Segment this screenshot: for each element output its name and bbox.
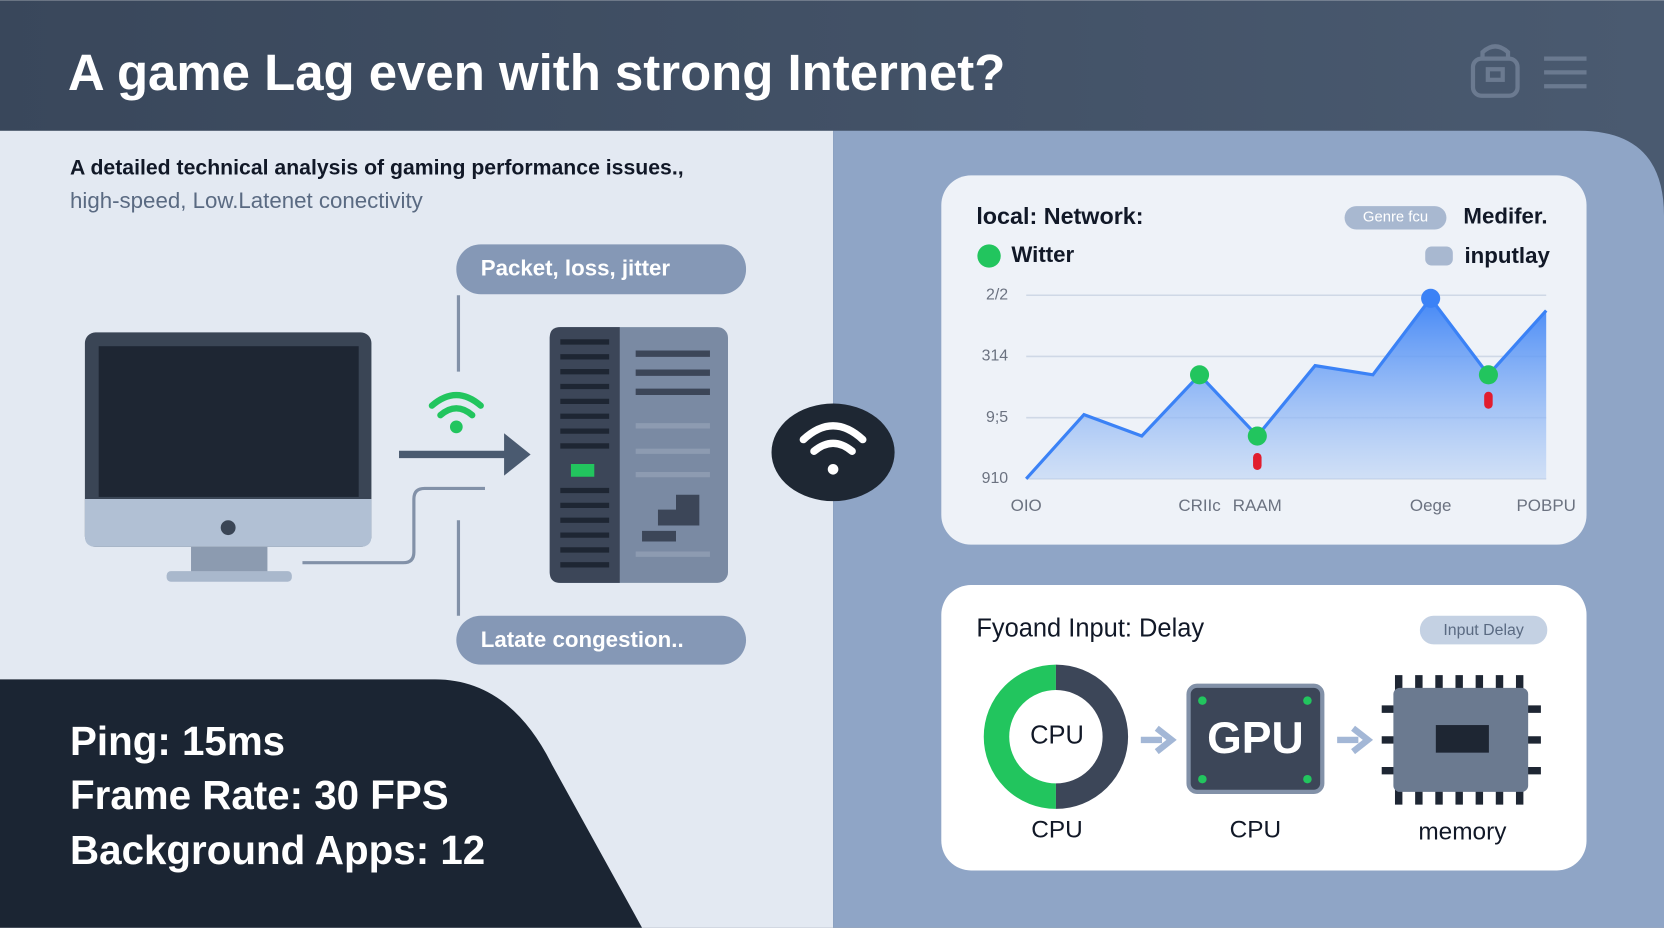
ring-label: CPU <box>1030 721 1084 749</box>
stats-panel <box>0 679 643 928</box>
intro-line: high-speed, Low.Latenet conectivity <box>70 188 424 213</box>
stat: Background Apps: 12 <box>70 827 485 873</box>
label-pill <box>456 244 747 295</box>
pill <box>1419 615 1548 645</box>
arrow <box>1140 725 1177 755</box>
point <box>1189 365 1210 385</box>
pill-text: Input Delay <box>1443 622 1524 639</box>
stat: Frame Rate: 30 FPS <box>70 772 449 818</box>
area <box>1026 298 1547 479</box>
label: Packet, loss, jitter <box>481 256 671 281</box>
chart-title: local: Network: <box>976 203 1143 229</box>
label: Medifer. <box>1463 204 1547 229</box>
label: Latate congestion.. <box>481 627 684 652</box>
legend-swatch <box>977 244 1001 268</box>
chart: 910 9;5 314 2/2 OIO CRIIc RAAM Oege POBPU <box>982 286 1576 514</box>
title: A game Lag even with strong Internet? <box>68 44 1005 101</box>
pill-text: Genre fcu <box>1363 210 1428 226</box>
wifi-icon <box>428 391 484 434</box>
arrow <box>1337 725 1374 755</box>
label-pill <box>456 615 747 665</box>
caption: CPU <box>1031 817 1083 844</box>
x-tick-label: POBPU <box>1516 496 1575 515</box>
alert-bar <box>1484 391 1493 409</box>
legend-label: Witter <box>1011 242 1074 267</box>
chip-dots <box>1198 696 1312 784</box>
monitor <box>84 332 372 582</box>
caption: memory <box>1418 819 1507 846</box>
wifi-badge <box>771 403 895 502</box>
chip-label: GPU <box>1207 714 1304 763</box>
y-tick-label: 314 <box>982 348 1009 365</box>
point <box>1247 426 1267 446</box>
wifi-dot <box>827 464 839 475</box>
line <box>1025 295 1548 480</box>
pill <box>1344 206 1447 230</box>
caption: CPU <box>1230 817 1282 844</box>
y-tick-label: 2/2 <box>986 286 1008 303</box>
memory-chip <box>1381 675 1541 805</box>
x-tick-label: CRIIc <box>1178 496 1221 515</box>
connectors <box>302 295 485 616</box>
y-tick-label: 9;5 <box>986 409 1008 426</box>
network-card <box>941 175 1587 545</box>
panel-title: Fyoand Input: Delay <box>976 614 1204 642</box>
intro-line: A detailed technical analysis of gaming … <box>70 157 684 180</box>
gpu-chip <box>1186 683 1325 795</box>
ring <box>1055 664 1129 809</box>
arrow-head <box>504 433 531 476</box>
ring <box>983 664 1057 809</box>
header-icons <box>1470 44 1587 98</box>
wifi-icon <box>799 422 867 455</box>
x-tick-label: OIO <box>1011 496 1042 515</box>
point <box>1421 288 1441 308</box>
alert-bar <box>1253 452 1262 470</box>
server <box>549 327 728 583</box>
legend-label: inputlay <box>1464 243 1550 268</box>
x-tick-label: RAAM <box>1233 496 1282 515</box>
y-tick-label: 910 <box>982 470 1009 487</box>
x-tick-label: Oege <box>1410 496 1452 515</box>
point <box>1478 365 1498 385</box>
legend-swatch <box>1425 246 1453 266</box>
stat: Ping: 15ms <box>70 718 285 764</box>
